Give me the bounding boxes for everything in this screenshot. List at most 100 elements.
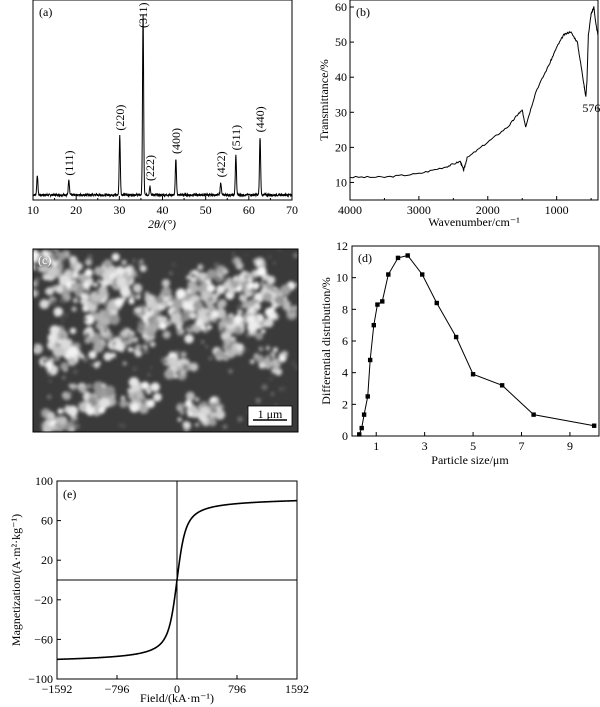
sem-particle	[291, 361, 296, 366]
mh-x-tick-label: 796	[228, 682, 246, 696]
ftir-y-tick-label: 50	[335, 35, 347, 49]
sem-particle	[85, 406, 95, 416]
size-distribution-point	[380, 299, 385, 304]
sem-particle	[55, 356, 60, 362]
size-distribution-point	[591, 423, 597, 428]
sem-particle	[235, 258, 242, 264]
sem-particle	[101, 317, 111, 327]
sem-particle	[241, 304, 246, 309]
sem-particle	[86, 383, 92, 389]
panel-a-x-axis-label: 2θ/(°)	[148, 217, 176, 231]
sem-particle	[53, 257, 58, 262]
sem-particle	[177, 406, 182, 411]
sem-particle	[93, 341, 104, 353]
sem-particle	[57, 416, 68, 426]
sem-particle	[51, 285, 58, 292]
sem-particle	[84, 268, 93, 277]
sem-particle	[62, 375, 66, 380]
xrd-pattern-line	[32, 14, 293, 198]
xrd-peak-label: (422)	[214, 151, 228, 177]
sem-particle	[158, 312, 162, 317]
sem-particle	[103, 302, 109, 308]
sem-particle	[135, 398, 140, 404]
sem-particle	[88, 350, 97, 359]
panel-c-label: (c)	[38, 253, 51, 267]
sem-particle	[119, 399, 128, 408]
sem-particle	[262, 279, 268, 285]
sem-particle	[195, 318, 204, 327]
sem-particle	[181, 312, 190, 322]
sem-particle	[227, 349, 236, 358]
sem-particle	[136, 311, 143, 318]
sem-particle	[161, 316, 168, 323]
sem-particle	[137, 320, 142, 326]
sem-particle	[216, 406, 222, 412]
sem-particle	[225, 277, 230, 281]
sem-particle	[182, 364, 189, 371]
sem-particle	[273, 279, 276, 282]
xrd-peak-label: (220)	[113, 105, 127, 131]
size-distribution-point	[434, 300, 439, 306]
sem-particle	[147, 373, 151, 377]
sem-particle	[134, 349, 142, 358]
sem-particle	[132, 366, 138, 372]
sem-particle	[256, 260, 262, 266]
sem-particle	[213, 262, 220, 269]
sem-particle	[65, 405, 70, 409]
psd-y-tick-label: 10	[336, 271, 348, 285]
mh-y-tick-label: 100	[35, 474, 53, 488]
scale-bar-label: 1 μm	[258, 407, 283, 421]
sem-particle	[161, 279, 170, 288]
sem-particle	[205, 345, 209, 348]
sem-particle	[83, 314, 95, 326]
sem-particle	[283, 300, 291, 309]
sem-particle	[182, 314, 185, 317]
sem-particle	[261, 384, 268, 391]
sem-particle	[194, 422, 199, 427]
sem-particle	[146, 399, 155, 408]
sem-particle	[185, 391, 195, 401]
sem-particle	[111, 253, 120, 262]
sem-particle	[41, 364, 46, 370]
sem-particle	[222, 268, 229, 275]
sem-particle	[132, 259, 136, 263]
sem-particle	[69, 426, 75, 432]
panel-e-magnetization-chart: (e) −1592 −796 0 796 1592 100 60 20 −20 −60 −100 F…	[9, 474, 309, 705]
sem-particle	[280, 386, 287, 392]
sem-particle	[71, 283, 76, 288]
sem-particle	[266, 283, 273, 290]
sem-particle	[230, 336, 236, 343]
sem-particle	[85, 258, 93, 266]
panel-b-ftir-chart: (b) 576.6 4000 3000 2000 1000 10 20 30 40 50 60 W…	[317, 0, 600, 229]
sem-particle	[61, 260, 66, 265]
sem-particle	[274, 403, 277, 406]
panel-d-size-distribution-chart: (d) 1 3 5 7 9 0 2 4 6 8 10 12 Particle size/μm Diff…	[319, 239, 600, 467]
sem-particle	[72, 369, 78, 375]
sem-particle	[206, 312, 210, 316]
sem-particle	[222, 277, 226, 280]
sem-particle	[242, 277, 247, 282]
panel-d-x-axis-label: Particle size/μm	[431, 453, 509, 467]
sem-particle	[208, 296, 214, 302]
sem-particle	[128, 298, 135, 305]
ftir-x-tick-label: 4000	[338, 203, 362, 217]
sem-particle	[81, 297, 89, 306]
xrd-peak-label: (400)	[169, 128, 183, 154]
sem-particle	[47, 266, 59, 278]
sem-particle	[214, 409, 226, 420]
xrd-x-ticks: 10 20 30 40 50 60 70	[27, 196, 298, 217]
mh-y-tick-label: −100	[28, 672, 53, 686]
sem-particle	[42, 424, 52, 432]
sem-particle	[182, 421, 191, 430]
size-distribution-markers	[357, 253, 597, 437]
sem-particle	[132, 311, 137, 316]
sem-particle	[153, 392, 162, 402]
sem-particle	[293, 252, 298, 259]
sem-particle	[33, 343, 43, 355]
sem-particle	[255, 354, 264, 363]
ftir-axis-ticks: 4000 3000 2000 1000 10 20 30 40 50 60	[335, 0, 592, 217]
size-distribution-point	[395, 255, 401, 261]
sem-particle	[135, 294, 141, 300]
sem-particle	[153, 319, 160, 326]
sem-particle	[236, 330, 240, 335]
